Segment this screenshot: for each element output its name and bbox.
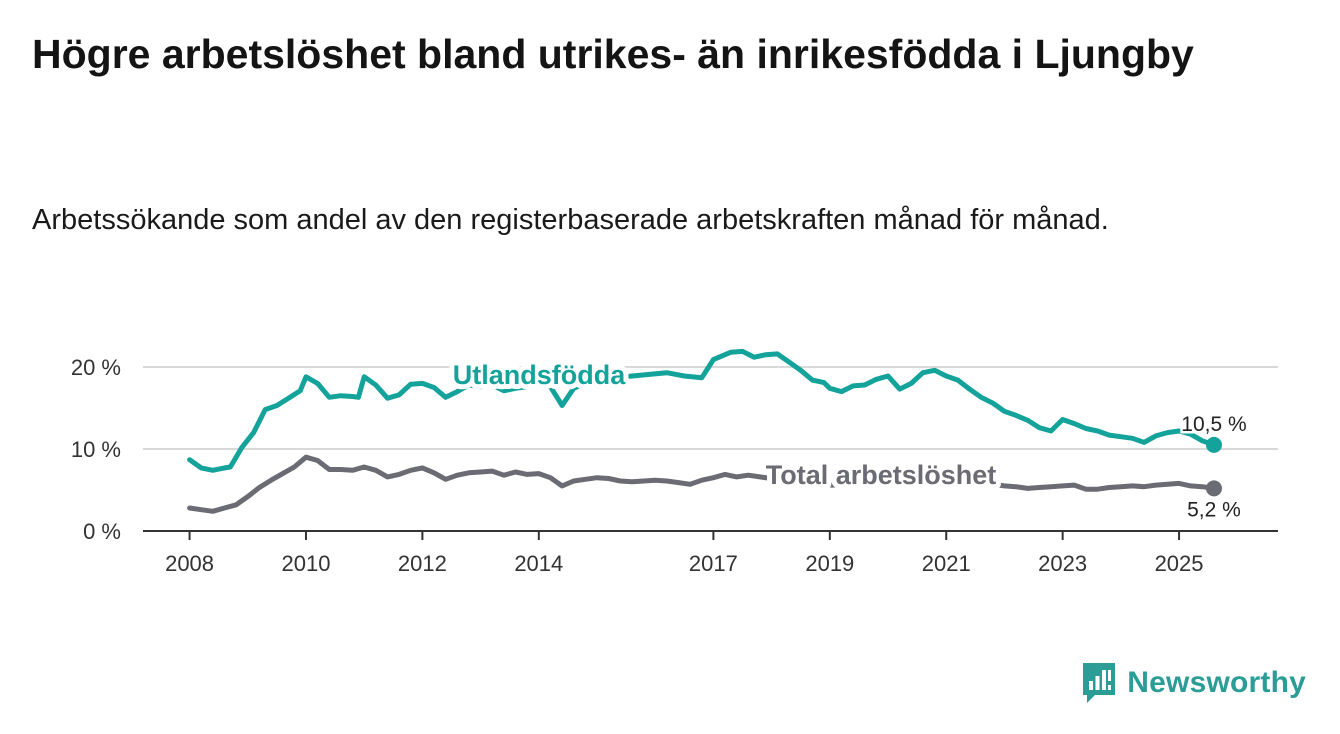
x-tick-label: 2008 <box>165 551 214 576</box>
end-value-label-1: 5,2 % <box>1187 498 1241 521</box>
chart-title: Högre arbetslöshet bland utrikes- än inr… <box>32 31 1194 77</box>
y-tick-label: 20 % <box>71 355 121 380</box>
y-tick-label: 10 % <box>71 437 121 462</box>
x-tick-label: 2021 <box>922 551 971 576</box>
series-end-point-0 <box>1205 436 1222 453</box>
x-tick-label: 2019 <box>805 551 854 576</box>
axes: 0 % 10 % 20 % 2008 2010 2012 2014 2017 2019 2021 2… <box>71 355 1278 576</box>
y-tick-label: 0 % <box>83 519 121 544</box>
newsworthy-logo-icon <box>1083 663 1116 703</box>
x-tick-label: 2010 <box>281 551 330 576</box>
series-label-halo: Utlandsfödda <box>453 360 626 390</box>
series-label-halo: Total arbetslöshet <box>766 460 997 490</box>
series-label-0: Utlandsfödda <box>453 360 626 390</box>
series-line-1 <box>187 454 1217 514</box>
x-tick-label: 2025 <box>1155 551 1204 576</box>
x-tick-label: 2014 <box>514 551 563 576</box>
series-end-point-1 <box>1205 480 1222 497</box>
newsworthy-brand[interactable]: Newsworthy <box>1081 660 1306 706</box>
series-line-0 <box>187 348 1217 473</box>
x-tick-label: 2017 <box>689 551 738 576</box>
x-tick-label: 2023 <box>1038 551 1087 576</box>
brand-name: Newsworthy <box>1127 666 1306 699</box>
x-tick-label: 2012 <box>398 551 447 576</box>
series-lines <box>187 348 1222 514</box>
series-label-1: Total arbetslöshet <box>766 460 997 490</box>
end-value-label-0: 10,5 % <box>1181 413 1246 436</box>
chart-subtitle: Arbetssökande som andel av den registerb… <box>32 204 1109 236</box>
